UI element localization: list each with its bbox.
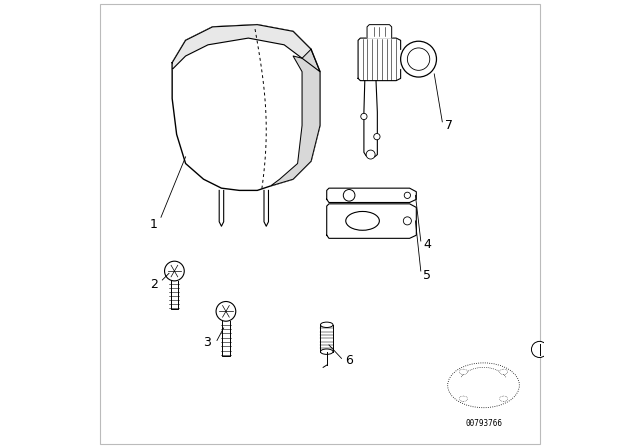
Polygon shape [327,204,417,238]
Polygon shape [358,38,401,81]
Polygon shape [321,325,333,352]
Ellipse shape [460,396,467,401]
Circle shape [361,113,367,120]
Polygon shape [364,81,378,157]
Circle shape [404,192,410,198]
Text: 2: 2 [150,278,157,291]
Text: 6: 6 [345,354,353,367]
Ellipse shape [448,363,520,408]
Circle shape [164,261,184,281]
Text: 3: 3 [204,336,211,349]
Text: 7: 7 [445,119,453,132]
Polygon shape [271,49,320,186]
Circle shape [216,302,236,321]
Text: 4: 4 [423,237,431,251]
Text: 1: 1 [150,217,157,231]
Ellipse shape [500,369,508,375]
Polygon shape [222,321,230,356]
Ellipse shape [346,211,380,230]
Circle shape [401,41,436,77]
Polygon shape [400,50,401,68]
Circle shape [366,150,375,159]
Polygon shape [172,25,320,190]
Circle shape [374,134,380,140]
Polygon shape [264,190,269,226]
Circle shape [408,48,430,70]
Polygon shape [367,25,392,38]
Circle shape [531,341,548,358]
Polygon shape [172,25,320,72]
Polygon shape [327,188,417,202]
Text: 00793766: 00793766 [465,419,502,428]
Circle shape [343,190,355,201]
Text: 5: 5 [423,269,431,282]
Ellipse shape [460,369,467,375]
Polygon shape [220,190,224,226]
Polygon shape [171,281,178,309]
Ellipse shape [321,322,333,327]
Ellipse shape [321,349,333,354]
Ellipse shape [500,396,508,401]
Circle shape [403,217,412,225]
